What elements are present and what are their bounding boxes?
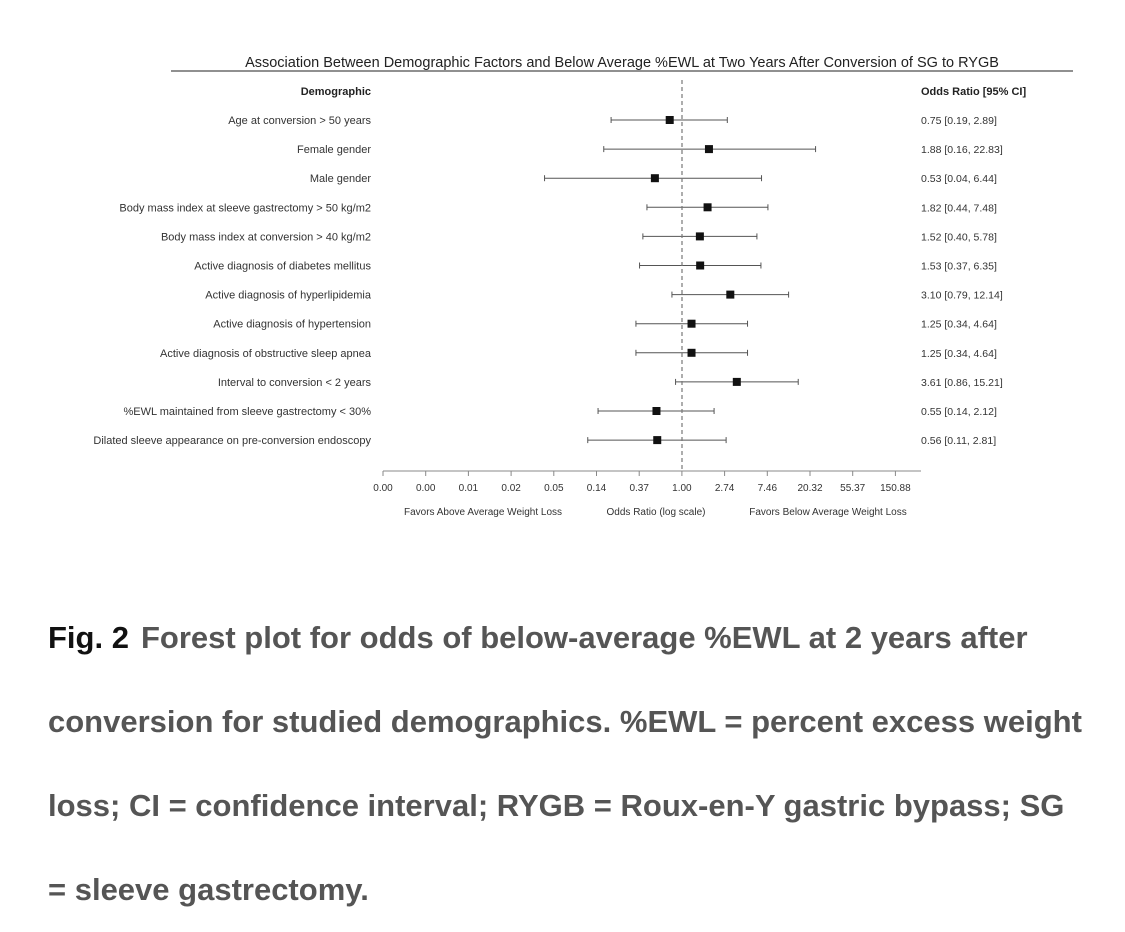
or-value-text: 1.25 [0.34, 4.64] [921, 319, 997, 331]
row-label: Body mass index at conversion > 40 kg/m2 [161, 231, 371, 243]
forest-row: Active diagnosis of hyperlipidemia 3.10 [… [205, 290, 1003, 302]
or-value-text: 0.53 [0.04, 6.44] [921, 173, 997, 185]
forest-row: Active diagnosis of obstructive sleep ap… [160, 348, 997, 360]
forest-row: Male gender 0.53 [0.04, 6.44] [310, 173, 997, 185]
x-tick-label: 0.00 [373, 483, 393, 494]
forest-row: %EWL maintained from sleeve gastrectomy … [123, 406, 996, 418]
row-label: Active diagnosis of hyperlipidemia [205, 290, 372, 302]
or-value-text: 1.25 [0.34, 4.64] [921, 348, 997, 360]
figure-caption: Fig. 2 Forest plot for odds of below-aver… [48, 596, 1088, 932]
forest-row: Age at conversion > 50 years 0.75 [0.19, … [228, 115, 997, 127]
or-value-text: 0.56 [0.11, 2.81] [921, 435, 996, 447]
or-marker [696, 261, 705, 270]
forest-plot: Association Between Demographic Factors … [93, 55, 1073, 518]
forest-row: Dilated sleeve appearance on pre-convers… [93, 435, 996, 447]
row-label: Active diagnosis of obstructive sleep ap… [160, 348, 372, 360]
row-label: Male gender [310, 173, 371, 185]
or-marker [703, 203, 712, 212]
or-marker [704, 145, 713, 154]
or-marker [726, 290, 735, 299]
row-label: Female gender [297, 144, 371, 156]
figure-label: Fig. 2 [48, 620, 129, 655]
forest-row: Active diagnosis of diabetes mellitus 1.5… [194, 261, 997, 273]
x-tick-label: 0.14 [587, 483, 607, 494]
value-column-header: Odds Ratio [95% CI] [921, 86, 1026, 98]
x-tick-label: 0.00 [416, 483, 436, 494]
x-tick-label: 2.74 [715, 483, 735, 494]
x-tick-label: 55.37 [840, 483, 865, 494]
chart-title: Association Between Demographic Factors … [245, 55, 999, 71]
row-label: Age at conversion > 50 years [228, 115, 371, 127]
x-tick-label: 150.88 [880, 483, 911, 494]
forest-row: Active diagnosis of hypertension 1.25 [0.… [213, 319, 997, 331]
row-label: Body mass index at sleeve gastrectomy > … [119, 202, 371, 214]
forest-row: Female gender 1.88 [0.16, 22.83] [297, 144, 1003, 156]
x-tick-label: 0.37 [629, 483, 649, 494]
x-tick-label: 7.46 [758, 483, 778, 494]
forest-rows: Age at conversion > 50 years 0.75 [0.19, … [93, 115, 1002, 447]
or-value-text: 3.10 [0.79, 12.14] [921, 290, 1003, 302]
forest-row: Interval to conversion < 2 years 3.61 [0.… [218, 377, 1003, 389]
or-marker [732, 377, 741, 386]
or-marker [665, 116, 674, 124]
row-label: Dilated sleeve appearance on pre-convers… [93, 435, 371, 447]
row-label: Interval to conversion < 2 years [218, 377, 372, 389]
forest-row: Body mass index at conversion > 40 kg/m2… [161, 231, 997, 243]
or-marker [653, 436, 662, 445]
or-value-text: 0.55 [0.14, 2.12] [921, 406, 997, 418]
or-value-text: 1.53 [0.37, 6.35] [921, 261, 997, 273]
x-tick-label: 0.01 [459, 483, 479, 494]
x-tick-label: 0.05 [544, 483, 564, 494]
or-value-text: 1.88 [0.16, 22.83] [921, 144, 1003, 156]
or-value-text: 3.61 [0.86, 15.21] [921, 377, 1003, 389]
x-tick-label: 20.32 [797, 483, 822, 494]
or-marker [652, 407, 661, 415]
or-value-text: 1.82 [0.44, 7.48] [921, 202, 997, 214]
or-marker [687, 348, 696, 357]
or-marker [650, 174, 659, 183]
figure-caption-text: Forest plot for odds of below-average %E… [48, 620, 1082, 907]
x-axis: 0.00 0.00 0.01 0.02 0.05 0.14 0.37 1.00 2.74 7.46… [373, 80, 921, 494]
row-label: %EWL maintained from sleeve gastrectomy … [123, 406, 371, 418]
row-label: Active diagnosis of diabetes mellitus [194, 261, 371, 273]
x-right-label: Favors Below Average Weight Loss [749, 507, 907, 518]
or-value-text: 1.52 [0.40, 5.78] [921, 231, 997, 243]
x-tick-label: 0.02 [501, 483, 521, 494]
or-value-text: 0.75 [0.19, 2.89] [921, 115, 997, 127]
x-left-label: Favors Above Average Weight Loss [404, 507, 562, 518]
label-column-header: Demographic [301, 86, 371, 98]
or-marker [687, 319, 696, 328]
forest-row: Body mass index at sleeve gastrectomy > … [119, 202, 997, 214]
x-center-label: Odds Ratio (log scale) [607, 507, 706, 518]
row-label: Active diagnosis of hypertension [213, 319, 371, 331]
or-marker [695, 232, 704, 241]
x-tick-label: 1.00 [672, 483, 692, 494]
